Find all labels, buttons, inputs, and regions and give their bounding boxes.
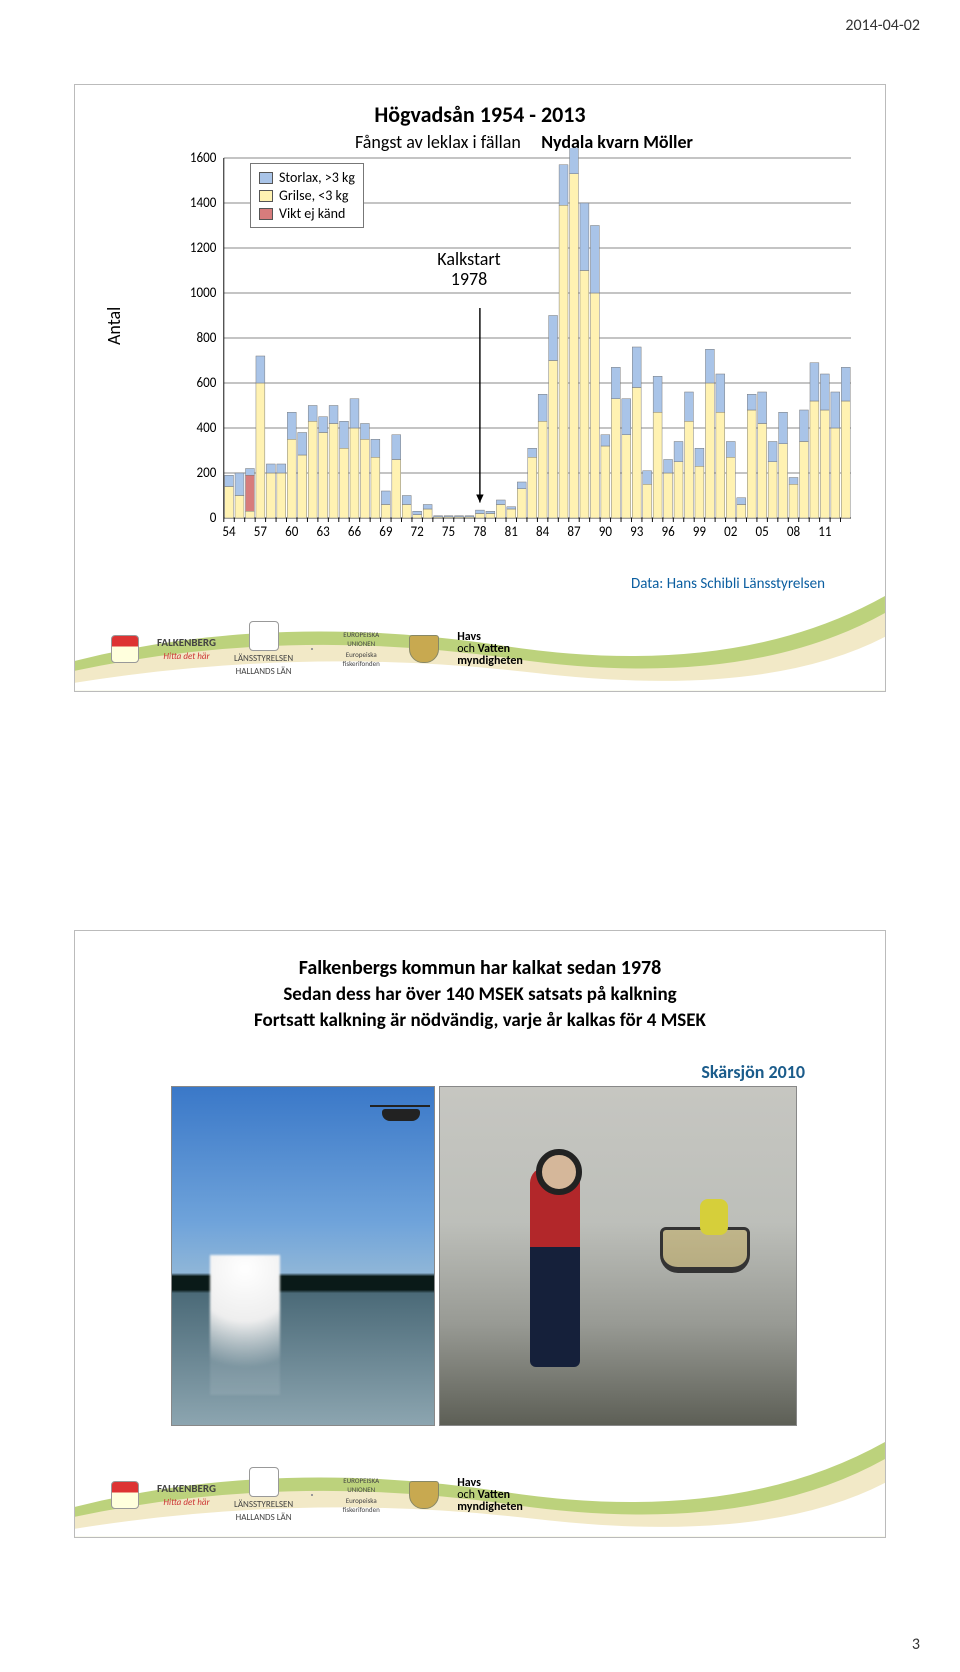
svg-text:75: 75 [442,523,455,541]
logo-fiskerifond [409,635,439,663]
halland-label: HALLANDS LÄN [236,666,292,677]
svg-text:66: 66 [348,523,361,541]
svg-text:600: 600 [196,374,216,392]
logo-falkenberg [111,635,139,663]
svg-text:02: 02 [724,523,737,541]
logo-hav: Havs och Vatten myndigheten [457,1477,523,1513]
legend-vikt: Vikt ej känd [259,205,355,222]
purse-icon [409,635,439,663]
eu-flag-icon [311,1494,313,1496]
eu-sublabel: Europeiska fiskerifonden [331,1496,391,1514]
falkenberg-icon [111,1481,139,1509]
legend-grilse-label: Grilse, <3 kg [279,187,348,204]
logo-lansstyrelsen: LÄNSSTYRELSEN HALLANDS LÄN [234,621,293,677]
swatch-storlax [259,172,273,184]
svg-text:99: 99 [693,523,706,541]
legend-vikt-label: Vikt ej känd [279,205,345,222]
svg-text:08: 08 [787,523,800,541]
chart-legend: Storlax, >3 kg Grilse, <3 kg Vikt ej kän… [250,163,364,228]
swatch-vikt [259,208,273,220]
eu-flag-icon [311,648,313,650]
falkenberg-label: FALKENBERG [157,636,216,649]
info-text: Falkenbergs kommun har kalkat sedan 1978… [75,955,885,1033]
info-line-1: Falkenbergs kommun har kalkat sedan 1978 [75,955,885,982]
info-panel: Falkenbergs kommun har kalkat sedan 1978… [74,930,886,1538]
chart-panel: Högvadsån 1954 - 2013 Fångst av leklax i… [74,84,886,692]
logo-eu [311,648,313,650]
falkenberg-icon [111,635,139,663]
svg-text:1000: 1000 [190,284,217,302]
svg-text:93: 93 [630,523,643,541]
svg-text:72: 72 [411,523,424,541]
svg-text:1200: 1200 [190,239,217,257]
svg-text:87: 87 [567,523,580,541]
info-line-3: Fortsatt kalkning är nödvändig, varje år… [75,1008,885,1034]
logo-eu [311,1494,313,1496]
logo-falkenberg-text: FALKENBERG Hitta det här [157,636,216,662]
footer-logos: FALKENBERG Hitta det här LÄNSSTYRELSEN H… [111,1467,523,1523]
svg-text:54: 54 [222,523,235,541]
sled-person-icon [700,1199,728,1235]
falkenberg-label: FALKENBERG [157,1482,216,1495]
halland-label: HALLANDS LÄN [236,1512,292,1523]
y-axis-label: Antal [103,307,125,345]
lansstyrelsen-icon [249,1467,279,1497]
logo-falkenberg [111,1481,139,1509]
footer-logos: FALKENBERG Hitta det här LÄNSSTYRELSEN H… [111,621,523,677]
photo-caption: Skärsjön 2010 [701,1061,805,1083]
photo-ice [439,1086,797,1426]
kalkstart-annotation: Kalkstart 1978 [429,250,509,290]
info-line-2: Sedan dess har över 140 MSEK satsats på … [75,982,885,1008]
svg-text:78: 78 [473,523,486,541]
eu-label: EUROPEISKA UNIONEN [331,1476,391,1494]
svg-text:0: 0 [210,509,217,527]
lansstyrelsen-label: LÄNSSTYRELSEN [234,653,293,664]
svg-text:60: 60 [285,523,298,541]
eu-label: EUROPEISKA UNIONEN [331,630,391,648]
logo-lansstyrelsen: LÄNSSTYRELSEN HALLANDS LÄN [234,1467,293,1523]
swatch-grilse [259,190,273,202]
svg-text:11: 11 [818,523,831,541]
photo-helicopter [171,1086,435,1426]
logo-fiskerifond [409,1481,439,1509]
logo-falkenberg-text: FALKENBERG Hitta det här [157,1482,216,1508]
lansstyrelsen-icon [249,621,279,651]
hav-3: myndigheten [457,654,523,668]
svg-text:90: 90 [599,523,612,541]
falkenberg-slogan: Hitta det här [163,651,209,662]
svg-text:800: 800 [196,329,216,347]
legend-grilse: Grilse, <3 kg [259,187,355,204]
hav-3: myndigheten [457,1500,523,1514]
svg-text:96: 96 [661,523,674,541]
logo-hav: Havs och Vatten myndigheten [457,631,523,667]
svg-text:57: 57 [254,523,267,541]
page-date: 2014-04-02 [845,16,920,35]
eu-sublabel: Europeiska fiskerifonden [331,650,391,668]
legend-storlax: Storlax, >3 kg [259,169,355,186]
svg-text:200: 200 [196,464,216,482]
logo-eu-text: EUROPEISKA UNIONEN Europeiska fiskerifon… [331,630,391,668]
svg-text:81: 81 [505,523,518,541]
svg-text:1600: 1600 [190,149,217,167]
svg-text:84: 84 [536,523,549,541]
svg-text:69: 69 [379,523,392,541]
lansstyrelsen-label: LÄNSSTYRELSEN [234,1499,293,1510]
helicopter-rotor-icon [370,1105,430,1107]
chart-title: Högvadsån 1954 - 2013 [75,101,885,128]
falkenberg-slogan: Hitta det här [163,1497,209,1508]
legend-storlax-label: Storlax, >3 kg [279,169,355,186]
purse-icon [409,1481,439,1509]
slide-footer: FALKENBERG Hitta det här LÄNSSTYRELSEN H… [75,1437,885,1537]
svg-text:63: 63 [316,523,329,541]
logo-eu-text: EUROPEISKA UNIONEN Europeiska fiskerifon… [331,1476,391,1514]
page-number: 3 [912,1635,920,1654]
svg-text:400: 400 [196,419,216,437]
svg-text:1400: 1400 [190,194,217,212]
slide-footer: FALKENBERG Hitta det här LÄNSSTYRELSEN H… [75,591,885,691]
svg-text:05: 05 [756,523,769,541]
